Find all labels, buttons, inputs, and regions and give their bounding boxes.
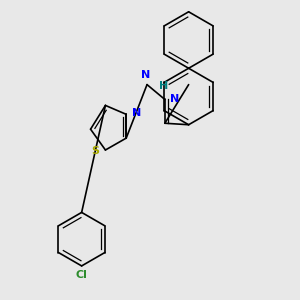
Text: N: N [170,94,179,104]
Text: Cl: Cl [76,270,88,280]
Text: N: N [141,70,150,80]
Text: H: H [159,81,168,91]
Text: S: S [91,146,99,157]
Text: N: N [132,108,141,118]
